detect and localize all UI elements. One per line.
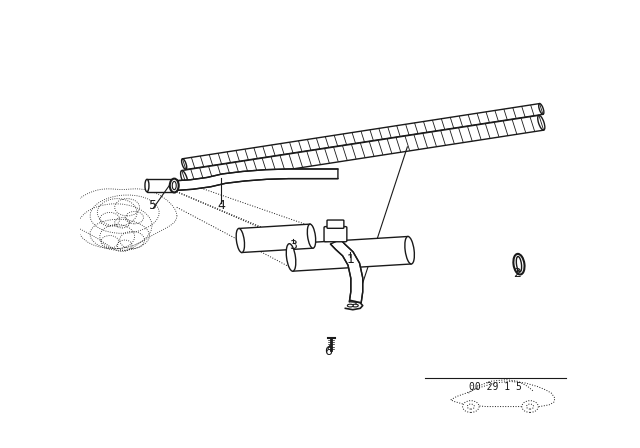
Ellipse shape [538, 115, 545, 130]
Polygon shape [182, 103, 543, 169]
Circle shape [467, 404, 474, 409]
Ellipse shape [516, 256, 522, 272]
Ellipse shape [170, 179, 179, 193]
Ellipse shape [145, 179, 149, 192]
FancyBboxPatch shape [327, 220, 344, 228]
Ellipse shape [173, 179, 177, 192]
Text: 3: 3 [289, 239, 297, 252]
Text: 1: 1 [346, 253, 355, 266]
Ellipse shape [539, 103, 544, 114]
Ellipse shape [236, 228, 244, 253]
Polygon shape [147, 179, 175, 192]
Circle shape [463, 401, 479, 413]
Ellipse shape [286, 244, 296, 271]
Text: 4: 4 [218, 199, 225, 212]
Ellipse shape [513, 254, 525, 275]
Ellipse shape [405, 237, 414, 264]
Circle shape [522, 401, 538, 413]
Ellipse shape [180, 171, 188, 185]
Polygon shape [182, 115, 543, 185]
Text: 5: 5 [149, 199, 157, 212]
Text: 6: 6 [324, 345, 332, 358]
Text: 00 29 1 5: 00 29 1 5 [469, 382, 522, 392]
Ellipse shape [182, 159, 187, 169]
Polygon shape [330, 240, 363, 302]
Polygon shape [176, 169, 338, 190]
Ellipse shape [307, 224, 316, 248]
Polygon shape [289, 237, 412, 271]
Polygon shape [239, 224, 313, 253]
Circle shape [527, 404, 534, 409]
Ellipse shape [348, 304, 353, 307]
Ellipse shape [352, 304, 358, 307]
FancyBboxPatch shape [324, 227, 347, 242]
Text: 2: 2 [513, 267, 522, 280]
Ellipse shape [172, 181, 176, 190]
